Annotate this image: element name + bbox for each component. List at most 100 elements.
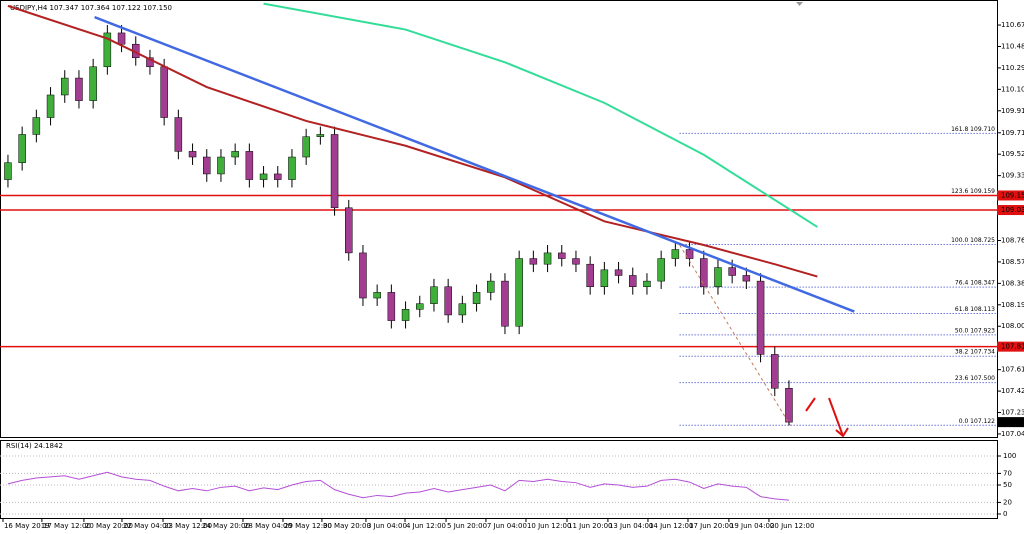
y-tick-label: 50 — [1003, 481, 1012, 489]
candle-body — [657, 258, 665, 282]
candle-body — [274, 173, 282, 180]
candle-body — [217, 156, 225, 175]
y-tick-label: 107.615 — [1001, 366, 1024, 374]
candle-body — [515, 258, 523, 327]
x-tick-label: 24 May 20:00 — [202, 522, 250, 530]
candle-body — [487, 280, 495, 293]
arrow-annotation — [828, 397, 849, 438]
indicator-line — [94, 15, 855, 313]
fib-label: 0.0 107.122 — [959, 418, 995, 425]
shift-marker — [796, 2, 803, 6]
candle-body — [188, 151, 197, 158]
x-tick-label: 23 May 12:00 — [164, 522, 212, 530]
candle-body — [75, 77, 83, 101]
candle-body — [103, 32, 112, 68]
candle-body — [586, 263, 594, 287]
candle-body — [203, 156, 211, 175]
x-tick-label: 28 May 04:00 — [244, 522, 292, 530]
candle-body — [160, 66, 168, 118]
last-price-box — [997, 417, 1024, 428]
candle-body — [756, 280, 765, 355]
candle-body — [288, 156, 296, 180]
price-label: 107.819 — [1001, 343, 1024, 351]
rsi-panel — [0, 440, 998, 519]
candle-body — [444, 286, 452, 316]
candle-body — [330, 134, 339, 209]
candle-body — [401, 309, 410, 321]
y-tick-label: 109.715 — [1001, 129, 1024, 137]
price-label-box — [997, 190, 1024, 201]
price-label: 109.030 — [1001, 206, 1024, 214]
candle-body — [629, 275, 637, 287]
arrow-annotation — [805, 397, 816, 412]
fib-label: 50.0 107.923 — [955, 327, 995, 334]
candle-body — [614, 269, 623, 276]
candle-body — [742, 275, 751, 282]
last-price-label: 107.150 — [1001, 418, 1024, 426]
y-tick-label: 108.000 — [1001, 322, 1024, 330]
rsi-header: RSI(14) 24.1842 — [6, 442, 63, 450]
x-tick-label: 7 Jun 04:00 — [487, 522, 527, 530]
y-tick-label: 110.290 — [1001, 64, 1024, 72]
candle-body — [89, 66, 97, 101]
y-tick-label: 100 — [1003, 452, 1016, 460]
candle-body — [558, 252, 566, 259]
price-label-box — [997, 341, 1024, 352]
candle-body — [231, 151, 239, 158]
y-tick-label: 20 — [1003, 498, 1012, 506]
fib-label: 100.0 108.725 — [951, 237, 995, 244]
x-tick-label: 10 Jun 12:00 — [527, 522, 571, 530]
chart-header: USDJPY,H4 107.347 107.364 107.122 107.15… — [10, 4, 172, 12]
rsi-line — [7, 471, 790, 501]
candle-body — [245, 151, 254, 180]
x-tick-label: 30 May 20:00 — [323, 522, 371, 530]
candle-body — [700, 258, 708, 287]
y-tick-label: 108.760 — [1001, 236, 1024, 244]
x-tick-label: 29 May 12:00 — [284, 522, 332, 530]
x-tick-label: 17 May 12:00 — [43, 522, 91, 530]
y-tick-label: 0 — [1003, 510, 1007, 518]
indicator-line — [7, 4, 818, 278]
fib-label: 23.6 107.500 — [955, 375, 995, 382]
candle-body — [416, 303, 424, 310]
y-tick-label: 108.380 — [1001, 279, 1024, 287]
y-tick-label: 70 — [1003, 469, 1012, 477]
x-tick-label: 5 Jun 20:00 — [447, 522, 487, 530]
y-tick-label: 110.480 — [1001, 42, 1024, 50]
indicator-line — [679, 244, 791, 426]
y-tick-label: 109.525 — [1001, 150, 1024, 158]
candle-body — [46, 94, 55, 118]
candle-body — [572, 258, 580, 265]
y-tick-label: 110.100 — [1001, 85, 1024, 93]
x-tick-label: 16 May 2019 — [4, 522, 50, 530]
candle-body — [373, 292, 381, 299]
y-tick-label: 107.045 — [1001, 430, 1024, 438]
candle-body — [685, 249, 694, 259]
candle-body — [458, 303, 467, 316]
fib-label: 38.2 107.734 — [955, 349, 995, 356]
candle-body — [117, 32, 126, 45]
candle-body — [714, 267, 722, 287]
candle-body — [643, 280, 651, 287]
candle-body — [728, 267, 736, 276]
candle-body — [359, 252, 367, 299]
fib-label: 123.6 109.159 — [951, 188, 995, 195]
x-tick-label: 14 Jun 12:00 — [649, 522, 693, 530]
candle-body — [302, 136, 310, 158]
candle-body — [771, 354, 779, 389]
y-tick-label: 109.335 — [1001, 172, 1024, 180]
x-tick-label: 11 Jun 20:00 — [568, 522, 612, 530]
indicator-line — [263, 2, 818, 228]
fib-label: 161.8 109.710 — [951, 126, 995, 133]
candle-body — [529, 258, 538, 265]
candle-body — [472, 292, 481, 304]
x-tick-label: 20 Jun 12:00 — [770, 522, 814, 530]
y-tick-label: 110.670 — [1001, 21, 1024, 29]
candle-body — [671, 249, 680, 259]
y-tick-label: 109.910 — [1001, 107, 1024, 115]
y-tick-label: 107.425 — [1001, 387, 1024, 395]
price-label: 109.159 — [1001, 191, 1024, 199]
candle-body — [174, 117, 183, 152]
price-label-box — [997, 205, 1024, 216]
